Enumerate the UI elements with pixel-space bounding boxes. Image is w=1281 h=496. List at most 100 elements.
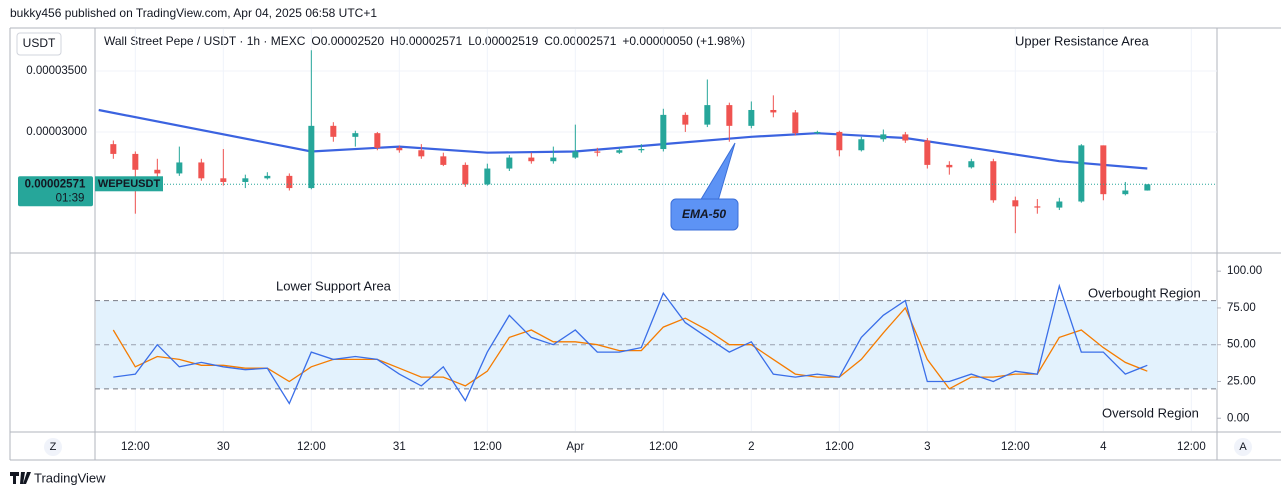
price-badge-value: 0.00002571: [25, 178, 86, 190]
candle-body: [836, 131, 843, 151]
countdown: 01:39: [56, 192, 85, 204]
brand-logo: [10, 472, 31, 484]
y-tick-label: 0.00003000: [26, 126, 87, 138]
candle-body: [814, 131, 821, 134]
candle-body: [748, 109, 755, 126]
ohlc-legend: O0.00002520 H0.00002571 L0.00002519 C0.0000…: [311, 34, 745, 48]
candle-body: [506, 157, 513, 169]
candle-body: [264, 175, 271, 179]
x-tick-label: 12:00: [473, 441, 502, 453]
ohlc-value: +0.00000050 (+1.98%): [622, 34, 745, 48]
x-tick-label: 12:00: [121, 441, 150, 453]
candle-body: [132, 153, 139, 170]
currency-box[interactable]: [16, 32, 62, 56]
candle-body: [176, 162, 183, 174]
candle-body: [594, 151, 601, 153]
candle-body: [1100, 145, 1107, 195]
x-tick-label: 12:00: [1001, 441, 1030, 453]
y-tick-label: 0.00003500: [26, 65, 87, 77]
candle-body: [462, 164, 469, 185]
ohlc-value: L0.00002519: [468, 34, 538, 48]
rsi-line: [113, 283, 1148, 405]
candle-body: [902, 134, 909, 141]
candle-body: [396, 147, 403, 151]
ohlc-value: O0.00002520: [311, 34, 384, 48]
candle-body: [418, 150, 425, 157]
candle-body: [682, 114, 689, 125]
published-line: bukky456 published on TradingView.com, A…: [10, 6, 377, 20]
candle-body: [198, 162, 205, 179]
candle-body: [440, 156, 447, 165]
y-tick-label: 0.00: [1227, 412, 1249, 424]
ema-line: [98, 108, 1148, 170]
candle-body: [726, 105, 733, 126]
x-tick-label: 4: [1100, 441, 1107, 453]
candle-body: [968, 161, 975, 168]
button-label[interactable]: Z: [50, 441, 57, 453]
x-tick-label: 31: [393, 441, 406, 453]
candle-body: [1012, 200, 1019, 207]
price-badge: [18, 176, 93, 207]
button-label[interactable]: A: [1239, 441, 1247, 453]
candle-body: [1056, 201, 1063, 208]
candle-body: [638, 149, 645, 151]
candle-body: [220, 178, 227, 182]
candle-body: [572, 151, 579, 158]
candle-body: [660, 114, 667, 150]
candle-body: [286, 175, 293, 189]
annotation: Upper Resistance Area: [1015, 33, 1149, 48]
candle-body: [792, 112, 799, 134]
x-tick-label: 3: [924, 441, 930, 453]
annotation: Overbought Region: [1088, 285, 1201, 300]
button[interactable]: [1234, 438, 1252, 456]
ohlc-value: H0.00002571: [390, 34, 462, 48]
candle-body: [770, 109, 777, 113]
x-tick-label: 12:00: [297, 441, 326, 453]
ticker: WEPEUSDT: [98, 178, 161, 190]
candle-body: [616, 150, 623, 153]
symbol: Wall Street Pepe / USDT · 1h · MEXC: [104, 34, 306, 48]
callout-text: EMA-50: [682, 207, 726, 221]
y-tick-label: 100.00: [1227, 265, 1262, 277]
candle-body: [308, 125, 315, 189]
button[interactable]: [44, 438, 62, 456]
candle-body: [330, 125, 337, 137]
x-tick-label: Apr: [566, 441, 584, 453]
x-tick-label: 12:00: [649, 441, 678, 453]
candle-body: [924, 140, 931, 165]
candle-body: [990, 161, 997, 201]
candle-body: [154, 169, 161, 174]
candle-body: [242, 178, 249, 182]
candle-body: [880, 134, 887, 140]
y-tick-label: 75.00: [1227, 302, 1256, 314]
candle-body: [352, 133, 359, 137]
brand: TradingView: [34, 470, 106, 485]
candle-body: [110, 144, 117, 154]
annotation: Lower Support Area: [276, 278, 392, 293]
candle-body: [1078, 145, 1085, 202]
candle-body: [858, 139, 865, 151]
candle-body: [1034, 206, 1041, 208]
callout-box: [670, 198, 739, 231]
candle-body: [1144, 184, 1151, 191]
rsi-line: [112, 306, 1148, 390]
candle-body: [1122, 190, 1129, 195]
y-tick-label: 50.00: [1227, 339, 1256, 351]
candle-body: [946, 164, 953, 168]
y-tick-label: 25.00: [1227, 376, 1256, 388]
candle-body: [484, 168, 491, 185]
x-tick-label: 2: [748, 441, 754, 453]
x-tick-label: 12:00: [825, 441, 854, 453]
annotation: Oversold Region: [1102, 405, 1199, 420]
candle-body: [374, 133, 381, 148]
candle-body: [550, 157, 557, 162]
candle-body: [704, 105, 711, 125]
candle-body: [528, 157, 535, 162]
ticker-badge: [95, 176, 163, 192]
x-tick-label: 12:00: [1177, 441, 1206, 453]
currency[interactable]: USDT: [23, 36, 56, 50]
x-tick-label: 30: [217, 441, 230, 453]
ohlc-value: C0.00002571: [544, 34, 616, 48]
